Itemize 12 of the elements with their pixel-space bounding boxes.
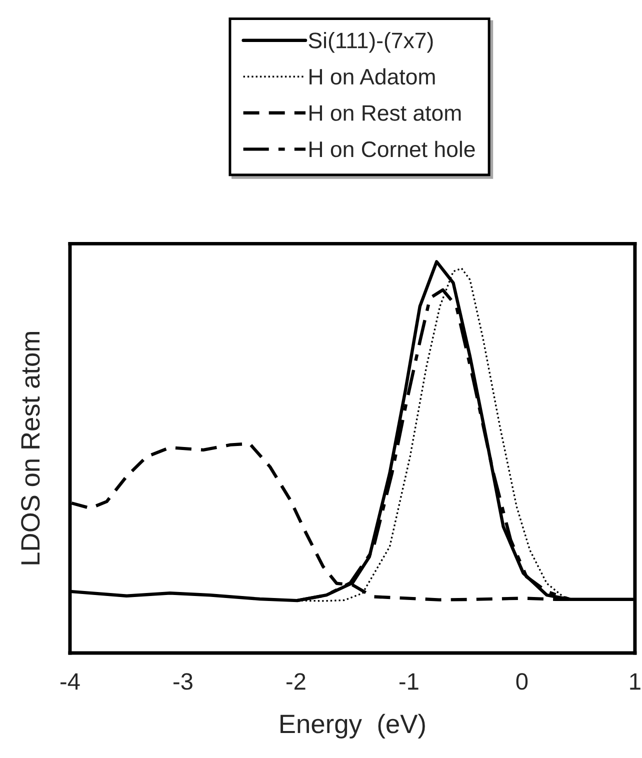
x-tick-label: 1 xyxy=(630,673,640,690)
legend-label: H on Adatom xyxy=(310,68,435,85)
x-tick-label: -4 xyxy=(60,673,80,690)
x-tick-label: -3 xyxy=(174,673,192,690)
legend-label: H on Rest atom xyxy=(310,105,461,121)
x-tick-label: -2 xyxy=(286,673,306,690)
x-axis-title: Energy (eV) xyxy=(280,714,425,739)
x-tick-label: -1 xyxy=(400,673,418,690)
x-tick-label: 0 xyxy=(516,673,528,690)
legend-label: Si(111)-(7x7) xyxy=(308,32,433,53)
y-axis-title: LDOS on Rest atom xyxy=(21,332,40,564)
legend-label: H on Cornet hole xyxy=(310,140,475,158)
